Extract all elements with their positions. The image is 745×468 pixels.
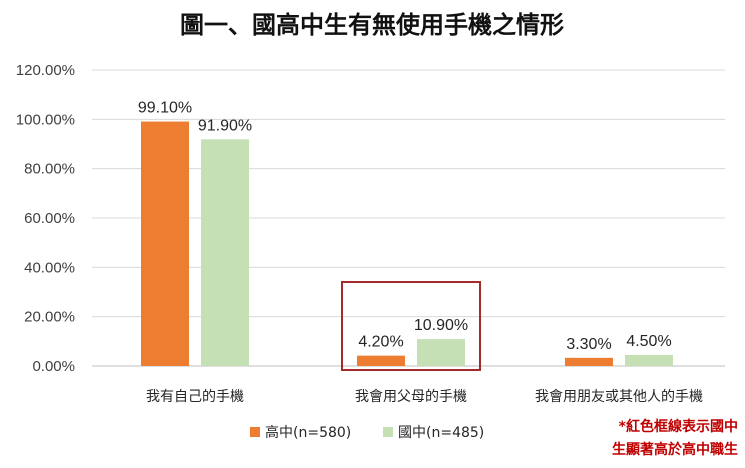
bar (201, 139, 249, 366)
bar (141, 121, 189, 366)
gridlines (92, 69, 725, 367)
bar (625, 354, 673, 366)
x-category-label: 我會用朋友或其他人的手機 (535, 389, 703, 405)
bar (565, 357, 613, 366)
legend-label: 國中(n=485) (398, 425, 484, 441)
x-category-label: 我有自己的手機 (146, 389, 244, 405)
y-tick-label: 120.00% (16, 62, 75, 79)
legend-label: 高中(n=580) (265, 424, 351, 441)
bars (141, 121, 673, 366)
highlight-box-layer (341, 281, 481, 371)
y-tick-label: 60.00% (24, 210, 75, 227)
y-tick-label: 0.00% (32, 358, 75, 375)
legend-swatch (250, 427, 260, 437)
note-line: 生顯著高於高中職生 (612, 441, 738, 458)
data-label: 4.50% (626, 333, 671, 350)
chart-title: 圖一、國高中生有無使用手機之情形 (180, 11, 564, 39)
x-axis-categories: 我有自己的手機 我會用父母的手機 我會用朋友或其他人的手機 (146, 389, 703, 405)
bar (417, 339, 465, 366)
y-tick-label: 20.00% (24, 309, 75, 326)
legend-swatch (383, 427, 393, 437)
x-category-label: 我會用父母的手機 (355, 389, 467, 405)
note-line: *紅色框線表示國中 (619, 418, 738, 435)
data-label: 10.90% (414, 317, 468, 334)
y-tick-label: 80.00% (24, 161, 75, 178)
data-label: 4.20% (358, 334, 403, 351)
data-labels: 99.10% 91.90% 4.20% 10.90% 3.30% 4.50% (138, 100, 672, 353)
data-label: 3.30% (566, 336, 611, 353)
data-label: 99.10% (138, 100, 192, 117)
y-axis-ticks: 0.00% 20.00% 40.00% 60.00% 80.00% 100.00% 120.… (16, 62, 75, 375)
y-tick-label: 100.00% (16, 111, 75, 128)
data-label: 91.90% (198, 117, 252, 134)
y-tick-label: 40.00% (24, 259, 75, 276)
bar (357, 355, 405, 366)
legend: 高中(n=580) 國中(n=485) (250, 424, 484, 441)
highlight-box (341, 281, 481, 371)
